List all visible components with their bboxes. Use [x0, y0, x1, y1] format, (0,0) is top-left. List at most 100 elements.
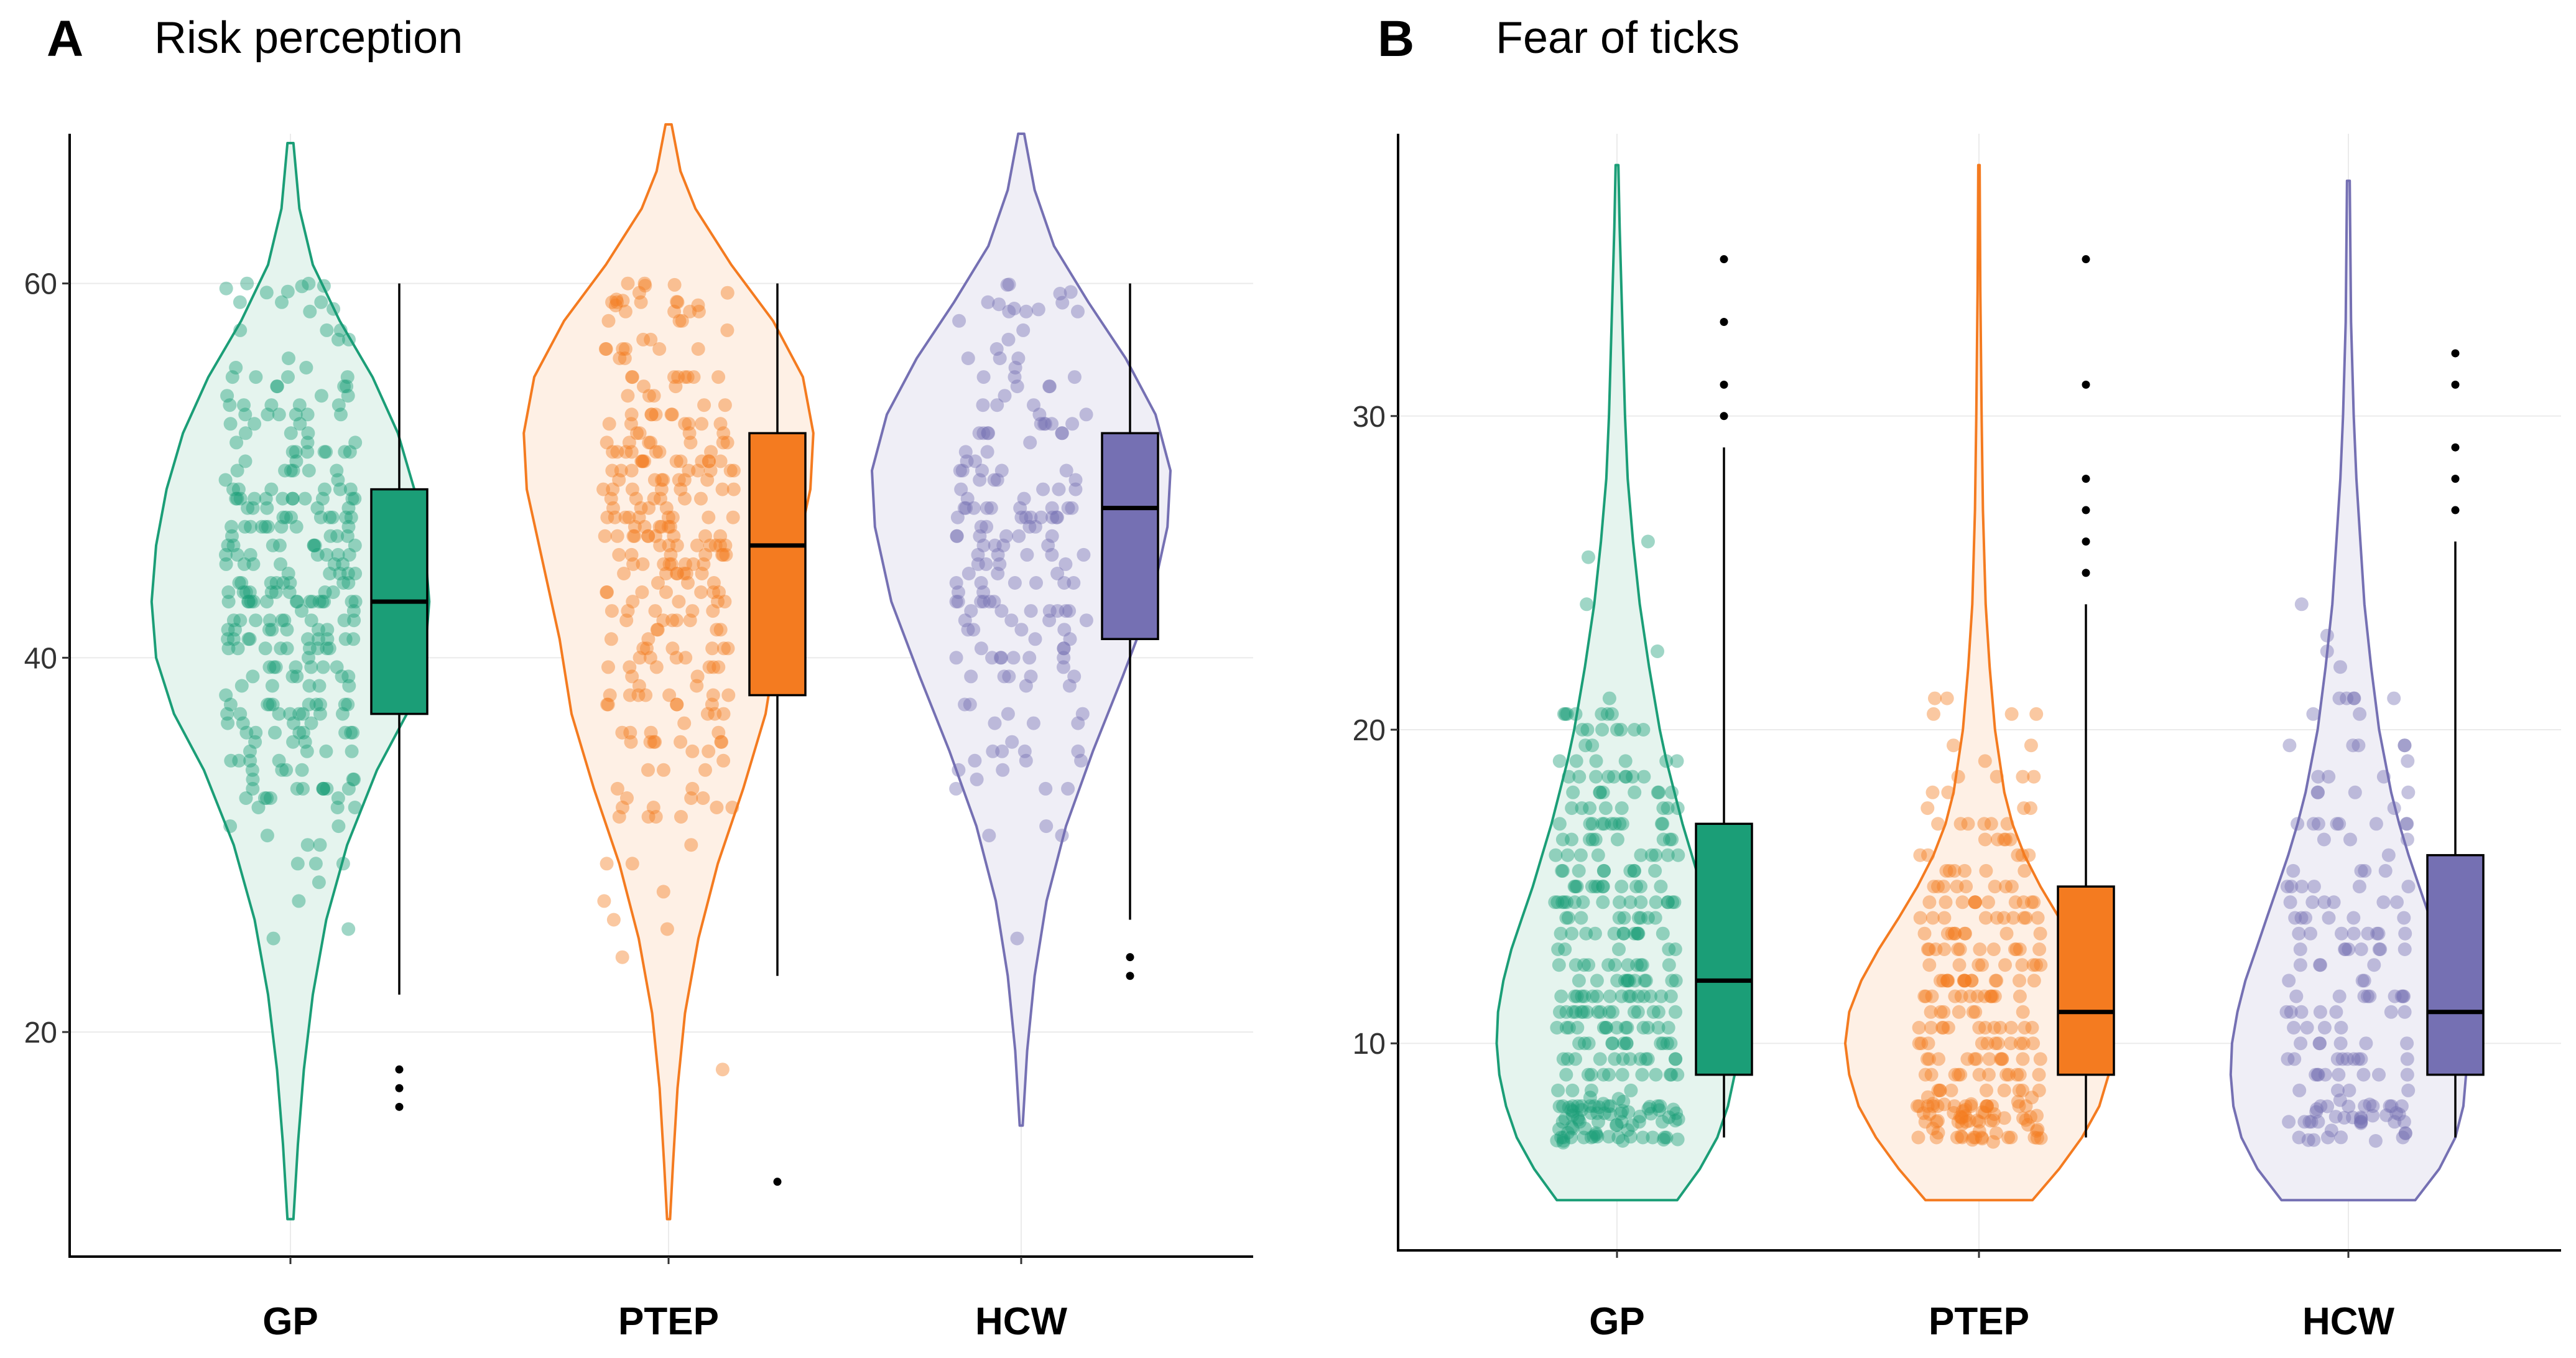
- jitter-point: [2320, 628, 2334, 643]
- jitter-point: [1052, 482, 1066, 496]
- jitter-point: [1975, 1132, 1990, 1146]
- jitter-point: [690, 538, 704, 552]
- jitter-point: [656, 473, 670, 487]
- jitter-point: [298, 735, 312, 749]
- jitter-point: [637, 379, 651, 394]
- jitter-point: [634, 501, 648, 515]
- jitter-point: [333, 567, 347, 580]
- jitter-point: [1641, 1102, 1656, 1116]
- jitter-point: [600, 435, 614, 450]
- jitter-point: [609, 292, 624, 307]
- jitter-point: [991, 547, 1005, 562]
- jitter-point: [684, 838, 698, 852]
- jitter-point: [2347, 691, 2361, 705]
- jitter-point: [1991, 1036, 2005, 1051]
- jitter-point: [1583, 1099, 1597, 1114]
- outlier-point: [1720, 412, 1728, 421]
- jitter-point: [628, 519, 642, 534]
- jitter-point: [2018, 863, 2032, 878]
- jitter-point: [1978, 1021, 1993, 1035]
- jitter-point: [2305, 895, 2320, 909]
- jitter-point: [636, 454, 650, 468]
- jitter-point: [2286, 863, 2300, 878]
- jitter-point: [2304, 1115, 2319, 1129]
- jitter-point: [642, 389, 656, 403]
- jitter-point: [2001, 1130, 2016, 1145]
- jitter-point: [2010, 1067, 2024, 1082]
- jitter-point: [296, 707, 310, 721]
- box-gp: [1695, 822, 1753, 1076]
- jitter-point: [301, 632, 315, 646]
- jitter-point: [1584, 1130, 1598, 1145]
- jitter-point: [2307, 880, 2321, 894]
- jitter-point: [1662, 832, 1677, 847]
- jitter-point: [2292, 926, 2306, 941]
- jitter-point: [1652, 785, 1666, 799]
- jitter-point: [333, 482, 347, 496]
- jitter-point: [2399, 817, 2414, 831]
- jitter-point: [2396, 989, 2410, 1003]
- jitter-point: [1965, 974, 1979, 988]
- jitter-point: [1596, 880, 1610, 894]
- jitter-point: [976, 538, 991, 552]
- jitter-point: [1603, 1099, 1618, 1114]
- jitter-point: [604, 632, 618, 646]
- jitter-point: [226, 613, 241, 628]
- jitter-point: [715, 547, 730, 562]
- jitter-point: [718, 398, 732, 412]
- jitter-point: [2306, 707, 2320, 721]
- jitter-point: [1550, 1021, 1564, 1035]
- jitter-point: [344, 725, 358, 740]
- jitter-point: [1017, 491, 1031, 506]
- jitter-point: [1591, 880, 1605, 894]
- jitter-point: [1001, 332, 1016, 346]
- jitter-point: [1969, 1052, 1983, 1066]
- jitter-point: [246, 772, 260, 786]
- jitter-point: [2317, 1021, 2332, 1035]
- x-category-label: PTEP: [1929, 1300, 2029, 1343]
- jitter-point: [1057, 641, 1071, 656]
- jitter-point: [1623, 895, 1638, 909]
- jitter-point: [667, 277, 682, 292]
- jitter-point: [248, 491, 262, 506]
- jitter-point: [1020, 547, 1034, 562]
- jitter-point: [622, 510, 636, 524]
- jitter-point: [624, 417, 638, 431]
- jitter-point: [244, 519, 257, 534]
- jitter-point: [233, 295, 247, 309]
- jitter-point: [316, 660, 330, 674]
- jitter-point: [1999, 926, 2014, 941]
- jitter-point: [652, 445, 667, 459]
- jitter-point: [1930, 1099, 1945, 1114]
- jitter-point: [1968, 895, 1983, 909]
- jitter-point: [1933, 1083, 1947, 1097]
- jitter-point: [1568, 895, 1582, 909]
- jitter-point: [1955, 1130, 1970, 1145]
- jitter-point: [994, 651, 1008, 665]
- jitter-point: [968, 753, 982, 768]
- jitter-point: [1982, 1052, 1996, 1066]
- jitter-point: [2392, 1107, 2406, 1122]
- jitter-point: [285, 445, 300, 459]
- jitter-point: [1989, 1126, 2003, 1140]
- jitter-point: [685, 744, 700, 758]
- y-tick-label: 20: [1353, 714, 1386, 747]
- jitter-point: [708, 707, 722, 721]
- jitter-point: [226, 482, 240, 496]
- jitter-point: [347, 613, 361, 628]
- jitter-point: [1555, 832, 1570, 847]
- jitter-point: [2398, 942, 2412, 956]
- jitter-point: [1919, 989, 1933, 1003]
- jitter-point: [1984, 989, 1998, 1003]
- jitter-point: [626, 529, 641, 543]
- jitter-point: [313, 510, 328, 524]
- jitter-point: [1960, 1052, 1975, 1066]
- jitter-point: [2294, 1005, 2309, 1019]
- jitter-point: [238, 426, 253, 440]
- jitter-point: [1975, 1036, 1989, 1051]
- jitter-point: [238, 407, 253, 422]
- jitter-point: [1619, 770, 1633, 784]
- jitter-point: [1079, 407, 1093, 422]
- jitter-point: [951, 595, 965, 609]
- jitter-point: [1568, 1052, 1582, 1066]
